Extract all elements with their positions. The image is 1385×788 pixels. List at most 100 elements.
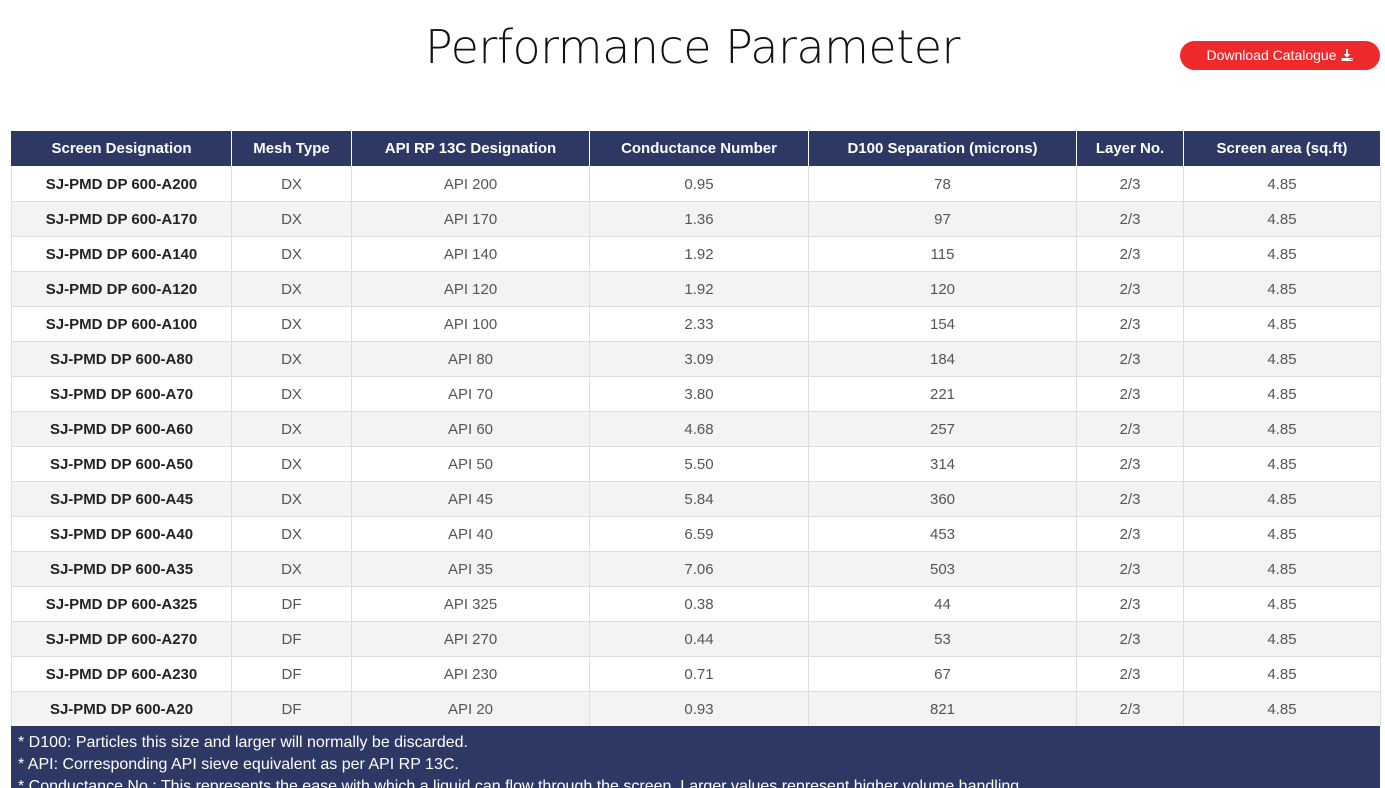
cell-d100-separation: 78	[808, 166, 1077, 202]
cell-api-designation: API 325	[351, 586, 590, 622]
cell-d100-separation: 44	[808, 586, 1077, 622]
cell-api-designation: API 170	[351, 201, 590, 237]
cell-layer-no: 2/3	[1076, 411, 1184, 447]
cell-conductance-number: 3.09	[589, 341, 809, 377]
table-row: SJ-PMD DP 600-A20 DF API 20 0.93 821 2/3 4.85	[11, 691, 1381, 727]
cell-screen-area: 4.85	[1183, 516, 1381, 552]
table-row: SJ-PMD DP 600-A325 DF API 325 0.38 44 2/3 4.85	[11, 586, 1381, 622]
cell-layer-no: 2/3	[1076, 306, 1184, 342]
cell-screen-designation: SJ-PMD DP 600-A50	[11, 446, 232, 482]
cell-api-designation: API 35	[351, 551, 590, 587]
cell-layer-no: 2/3	[1076, 551, 1184, 587]
header-layer-no: Layer No.	[1076, 130, 1184, 167]
cell-screen-designation: SJ-PMD DP 600-A45	[11, 481, 232, 517]
download-button-label: Download Catalogue	[1206, 47, 1337, 63]
cell-conductance-number: 0.95	[589, 166, 809, 202]
note-d100: * D100: Particles this size and larger w…	[18, 734, 468, 751]
cell-d100-separation: 360	[808, 481, 1077, 517]
cell-conductance-number: 6.59	[589, 516, 809, 552]
header-screen-area: Screen area (sq.ft)	[1183, 130, 1381, 167]
cell-layer-no: 2/3	[1076, 201, 1184, 237]
cell-mesh-type: DX	[231, 306, 352, 342]
cell-screen-area: 4.85	[1183, 271, 1381, 307]
cell-api-designation: API 50	[351, 446, 590, 482]
cell-screen-designation: SJ-PMD DP 600-A140	[11, 236, 232, 272]
cell-conductance-number: 4.68	[589, 411, 809, 447]
cell-d100-separation: 503	[808, 551, 1077, 587]
header-screen-designation: Screen Designation	[11, 130, 232, 167]
table-row: SJ-PMD DP 600-A170 DX API 170 1.36 97 2/3 4.85	[11, 201, 1381, 237]
cell-screen-designation: SJ-PMD DP 600-A20	[11, 691, 232, 727]
page-title: Performance Parameter	[425, 20, 960, 74]
cell-conductance-number: 3.80	[589, 376, 809, 412]
cell-screen-designation: SJ-PMD DP 600-A230	[11, 656, 232, 692]
table-row: SJ-PMD DP 600-A100 DX API 100 2.33 154 2/3 4.8…	[11, 306, 1381, 342]
cell-mesh-type: DX	[231, 271, 352, 307]
cell-mesh-type: DX	[231, 446, 352, 482]
performance-table: Screen Designation Mesh Type API RP 13C …	[11, 130, 1381, 727]
cell-api-designation: API 70	[351, 376, 590, 412]
cell-conductance-number: 5.84	[589, 481, 809, 517]
cell-api-designation: API 200	[351, 166, 590, 202]
cell-d100-separation: 67	[808, 656, 1077, 692]
table-row: SJ-PMD DP 600-A230 DF API 230 0.71 67 2/3 4.85	[11, 656, 1381, 692]
table-row: SJ-PMD DP 600-A45 DX API 45 5.84 360 2/3 4.85	[11, 481, 1381, 517]
cell-mesh-type: DX	[231, 551, 352, 587]
cell-mesh-type: DX	[231, 481, 352, 517]
cell-conductance-number: 0.71	[589, 656, 809, 692]
cell-d100-separation: 120	[808, 271, 1077, 307]
cell-api-designation: API 20	[351, 691, 590, 727]
cell-screen-designation: SJ-PMD DP 600-A200	[11, 166, 232, 202]
cell-api-designation: API 80	[351, 341, 590, 377]
cell-screen-designation: SJ-PMD DP 600-A120	[11, 271, 232, 307]
cell-screen-designation: SJ-PMD DP 600-A80	[11, 341, 232, 377]
cell-d100-separation: 184	[808, 341, 1077, 377]
cell-mesh-type: DX	[231, 341, 352, 377]
cell-conductance-number: 0.44	[589, 621, 809, 657]
cell-mesh-type: DX	[231, 201, 352, 237]
cell-layer-no: 2/3	[1076, 341, 1184, 377]
cell-mesh-type: DX	[231, 411, 352, 447]
cell-mesh-type: DX	[231, 236, 352, 272]
cell-screen-area: 4.85	[1183, 411, 1381, 447]
table-row: SJ-PMD DP 600-A270 DF API 270 0.44 53 2/3 4.85	[11, 621, 1381, 657]
download-catalogue-button[interactable]: Download Catalogue	[1180, 41, 1380, 70]
cell-screen-designation: SJ-PMD DP 600-A100	[11, 306, 232, 342]
cell-layer-no: 2/3	[1076, 376, 1184, 412]
cell-layer-no: 2/3	[1076, 621, 1184, 657]
cell-api-designation: API 60	[351, 411, 590, 447]
header-api-designation: API RP 13C Designation	[351, 130, 590, 167]
cell-api-designation: API 40	[351, 516, 590, 552]
cell-screen-designation: SJ-PMD DP 600-A40	[11, 516, 232, 552]
cell-conductance-number: 0.93	[589, 691, 809, 727]
cell-screen-designation: SJ-PMD DP 600-A170	[11, 201, 232, 237]
cell-screen-designation: SJ-PMD DP 600-A70	[11, 376, 232, 412]
table-row: SJ-PMD DP 600-A70 DX API 70 3.80 221 2/3 4.85	[11, 376, 1381, 412]
cell-layer-no: 2/3	[1076, 446, 1184, 482]
cell-conductance-number: 5.50	[589, 446, 809, 482]
cell-d100-separation: 821	[808, 691, 1077, 727]
cell-conductance-number: 1.36	[589, 201, 809, 237]
table-row: SJ-PMD DP 600-A50 DX API 50 5.50 314 2/3 4.85	[11, 446, 1381, 482]
cell-screen-designation: SJ-PMD DP 600-A325	[11, 586, 232, 622]
cell-mesh-type: DF	[231, 621, 352, 657]
cell-layer-no: 2/3	[1076, 271, 1184, 307]
table-row: SJ-PMD DP 600-A120 DX API 120 1.92 120 2/3 4.8…	[11, 271, 1381, 307]
cell-mesh-type: DF	[231, 656, 352, 692]
cell-d100-separation: 154	[808, 306, 1077, 342]
cell-api-designation: API 100	[351, 306, 590, 342]
cell-api-designation: API 120	[351, 271, 590, 307]
table-header-row: Screen Designation Mesh Type API RP 13C …	[11, 130, 1381, 167]
cell-d100-separation: 257	[808, 411, 1077, 447]
table-row: SJ-PMD DP 600-A35 DX API 35 7.06 503 2/3 4.85	[11, 551, 1381, 587]
cell-conductance-number: 1.92	[589, 271, 809, 307]
cell-mesh-type: DX	[231, 376, 352, 412]
cell-mesh-type: DF	[231, 586, 352, 622]
cell-screen-area: 4.85	[1183, 236, 1381, 272]
cell-screen-designation: SJ-PMD DP 600-A60	[11, 411, 232, 447]
cell-screen-area: 4.85	[1183, 201, 1381, 237]
cell-api-designation: API 230	[351, 656, 590, 692]
cell-conductance-number: 7.06	[589, 551, 809, 587]
cell-screen-area: 4.85	[1183, 586, 1381, 622]
cell-d100-separation: 115	[808, 236, 1077, 272]
